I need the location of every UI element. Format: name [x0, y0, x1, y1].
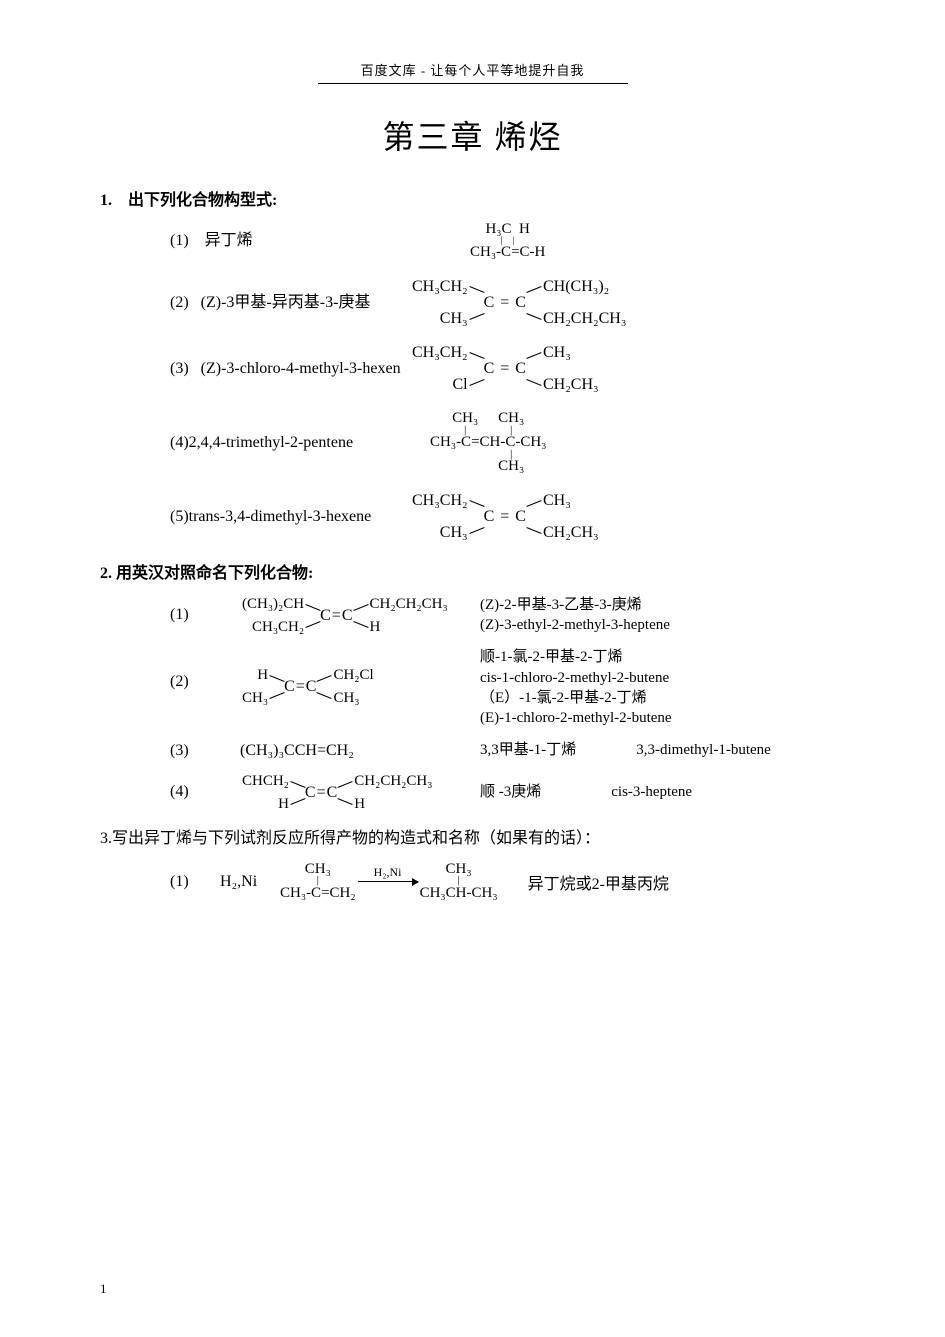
q1-2-tl: CH₃CH₂: [410, 279, 470, 295]
q1-3-tr: CH₃: [541, 345, 573, 361]
q1-5-bl: CH₃: [438, 525, 470, 541]
q1-5-num: (5): [170, 508, 189, 525]
q2-3-expr: (CH₃)₃CCH=CH₂: [240, 742, 354, 759]
q2-4-br: H: [352, 797, 367, 812]
q1-5-label: trans-3,4-dimethyl-3-hexene: [189, 508, 372, 525]
q1-4-num: (4): [170, 434, 189, 451]
q3-1-reagent: H₂,Ni: [220, 873, 280, 891]
q2-1-num: (1): [170, 606, 189, 623]
q1-item-5: (5)trans-3,4-dimethyl-3-hexene CH₃CH₂ CH…: [100, 493, 845, 541]
q2-head: 2. 用英汉对照命名下列化合物:: [100, 559, 845, 583]
q1-1-tr: H: [519, 221, 530, 237]
q1-item-3: (3) (Z)-3-chloro-4-methyl-3-hexen CH₃CH₂…: [100, 345, 845, 393]
q3-1-lb: CH₃-C=CH₂: [280, 886, 356, 902]
q1-5-tl: CH₃CH₂: [410, 493, 470, 509]
q2-3-formula: (CH₃)₃CCH=CH₂: [240, 743, 460, 759]
q1-item-1: (1) 异丁烯 H₃C H │ │ CH₃-C=C-H: [100, 222, 845, 261]
q1-1-label: 异丁烯: [205, 232, 253, 249]
q3-row-1: (1) H₂,Ni CH₃ │ CH₃-C=CH₂ H₂,Ni CH₃ │ CH…: [100, 862, 845, 902]
q2-3-num: (3): [170, 742, 189, 759]
q1-1-formula: H₃C H │ │ CH₃-C=C-H: [410, 222, 845, 261]
q2-1-bl: CH₃CH₂: [250, 620, 306, 635]
q1-4-t2: CH₃: [488, 411, 534, 427]
q2-2-bl: CH₃: [240, 691, 270, 706]
q2-4-tl: CHCH₂: [240, 774, 291, 789]
q1-head: 1. 出下列化合物构型式:: [100, 186, 845, 210]
q2-row-4: (4) CHCH₂ H C=C CH₂CH₂CH₃ H 顺 -3庚烯 cis-3…: [100, 773, 845, 812]
q1-4-b: CH₃: [488, 459, 534, 475]
q2-1-tl: (CH₃)₂CH: [240, 597, 306, 612]
q2-3-ans1: 3,3甲基-1-丁烯: [480, 740, 576, 760]
q2-4-num: (4): [170, 783, 189, 800]
q3-1-left: CH₃ │ CH₃-C=CH₂: [280, 862, 356, 902]
q3-1-rt: CH₃: [420, 862, 498, 878]
q2-2-ans2: cis-1-chloro-2-methyl-2-butene: [480, 668, 845, 688]
q2-2-ans4: (E)-1-chloro-2-methyl-2-butene: [480, 708, 845, 728]
q2-2-formula: H CH₃ C=C CH₂Cl CH₃: [240, 647, 460, 706]
q3-1-arrow-label: H₂,Ni: [358, 865, 418, 880]
q2-2-tr: CH₂Cl: [331, 668, 375, 683]
q2-row-3: (3) (CH₃)₃CCH=CH₂ 3,3甲基-1-丁烯 3,3-dimethy…: [100, 740, 845, 760]
q1-3-num: (3): [170, 360, 189, 377]
q2-4-formula: CHCH₂ H C=C CH₂CH₂CH₃ H: [240, 773, 460, 812]
q3-head: 3.写出异丁烯与下列试剂反应所得产物的构造式和名称（如果有的话）：: [100, 824, 845, 848]
q1-3-tl: CH₃CH₂: [410, 345, 470, 361]
q1-3-br: CH₂CH₃: [541, 377, 601, 393]
q1-item-4: (4)2,4,4-trimethyl-2-pentene CH₃CH₃ ││ C…: [100, 411, 845, 475]
q1-4-label: 2,4,4-trimethyl-2-pentene: [189, 434, 353, 451]
q2-4-ans1: 顺 -3庚烯: [480, 782, 541, 802]
q1-4-t1: CH₃: [442, 411, 488, 427]
q1-1-tl: H₃C: [485, 221, 511, 237]
q3-1-ans: 异丁烷或2-甲基丙烷: [498, 870, 669, 894]
q2-2-ans1: 顺-1-氯-2-甲基-2-丁烯: [480, 647, 845, 667]
q2-2-num: (2): [170, 673, 189, 690]
q1-2-num: (2): [170, 294, 189, 311]
q3-1-num: (1): [170, 873, 220, 891]
q1-2-br: CH₂CH₂CH₃: [541, 311, 628, 327]
q2-row-2: (2) H CH₃ C=C CH₂Cl CH₃ 顺-1-氯-2-甲基-2-丁烯 …: [100, 647, 845, 728]
q2-1-formula: (CH₃)₂CH CH₃CH₂ C=C CH₂CH₂CH₃ H: [240, 596, 460, 635]
q1-3-label: (Z)-3-chloro-4-methyl-3-hexen: [201, 360, 401, 377]
q2-4-ans2: cis-3-heptene: [611, 782, 692, 802]
q1-4-formula: CH₃CH₃ ││ CH₃-C=CH-C-CH₃ │ CH₃: [410, 411, 845, 475]
q3-1-lt: CH₃: [280, 862, 356, 878]
q1-4-body: CH₃-C=CH-C-CH₃: [430, 435, 546, 451]
q2-2-tl: H: [255, 668, 270, 683]
q2-2-br: CH₃: [331, 691, 361, 706]
q1-3-bl: Cl: [450, 377, 469, 393]
q1-5-br: CH₂CH₃: [541, 525, 601, 541]
q2-1-ans1: (Z)-2-甲基-3-乙基-3-庚烯: [480, 595, 845, 615]
q1-1-body: CH₃-C=C-H: [470, 245, 545, 261]
chapter-title: 第三章 烯烃: [100, 112, 845, 158]
q3-1-rb: CH₃CH-CH₃: [420, 886, 498, 902]
q2-row-1: (1) (CH₃)₂CH CH₃CH₂ C=C CH₂CH₂CH₃ H (Z)-…: [100, 595, 845, 636]
q2-1-br: H: [368, 620, 383, 635]
q1-item-2: (2) (Z)-3甲基-异丙基-3-庚基 CH₃CH₂ CH₃ C = C CH…: [100, 279, 845, 327]
q2-4-bl: H: [276, 797, 291, 812]
q1-1-num: (1): [170, 232, 189, 249]
q2-4-tr: CH₂CH₂CH₃: [352, 774, 434, 789]
q1-2-bl: CH₃: [438, 311, 470, 327]
q1-5-formula: CH₃CH₂ CH₃ C = C CH₃ CH₂CH₃: [410, 493, 845, 541]
q3-1-right: CH₃ │ CH₃CH-CH₃: [420, 862, 498, 902]
q2-3-ans2: 3,3-dimethyl-1-butene: [636, 740, 771, 760]
page-number: 1: [100, 1281, 107, 1297]
q1-2-formula: CH₃CH₂ CH₃ C = C CH(CH₃)₂ CH₂CH₂CH₃: [410, 279, 845, 327]
page-header: 百度文库 - 让每个人平等地提升自我: [318, 60, 628, 84]
q2-1-ans2: (Z)-3-ethyl-2-methyl-3-heptene: [480, 615, 845, 635]
q1-5-tr: CH₃: [541, 493, 573, 509]
q1-2-label: (Z)-3甲基-异丙基-3-庚基: [201, 294, 371, 311]
q1-2-tr: CH(CH₃)₂: [541, 279, 611, 295]
q2-1-tr: CH₂CH₂CH₃: [368, 597, 450, 612]
q1-3-formula: CH₃CH₂ Cl C = C CH₃ CH₂CH₃: [410, 345, 845, 393]
reaction-arrow-icon: H₂,Ni: [358, 881, 418, 882]
q2-2-ans3: （E）-1-氯-2-甲基-2-丁烯: [480, 688, 845, 708]
